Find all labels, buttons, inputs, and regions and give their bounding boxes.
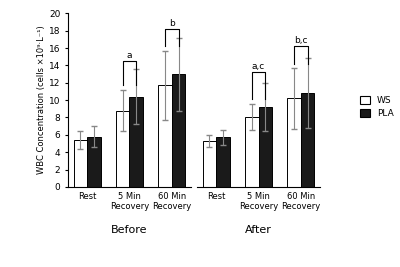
Text: a,c: a,c	[252, 62, 265, 71]
Text: b,c: b,c	[294, 36, 308, 45]
Bar	[116, 111, 130, 187]
X-axis label: Before: Before	[111, 225, 148, 235]
Bar	[172, 74, 185, 187]
Bar	[130, 97, 143, 187]
Bar	[87, 137, 101, 187]
X-axis label: After: After	[245, 225, 272, 235]
Text: b: b	[169, 19, 175, 28]
Bar	[203, 141, 216, 187]
Legend: WS, PLA: WS, PLA	[360, 96, 394, 118]
Bar	[258, 107, 272, 187]
Bar	[287, 98, 301, 187]
Bar	[301, 93, 314, 187]
Text: a: a	[127, 51, 132, 60]
Bar	[216, 138, 230, 187]
Bar	[158, 85, 172, 187]
Bar	[245, 117, 258, 187]
Bar	[74, 140, 87, 187]
Y-axis label: WBC Concentration (cells ×10⁹·L⁻¹): WBC Concentration (cells ×10⁹·L⁻¹)	[37, 26, 46, 175]
